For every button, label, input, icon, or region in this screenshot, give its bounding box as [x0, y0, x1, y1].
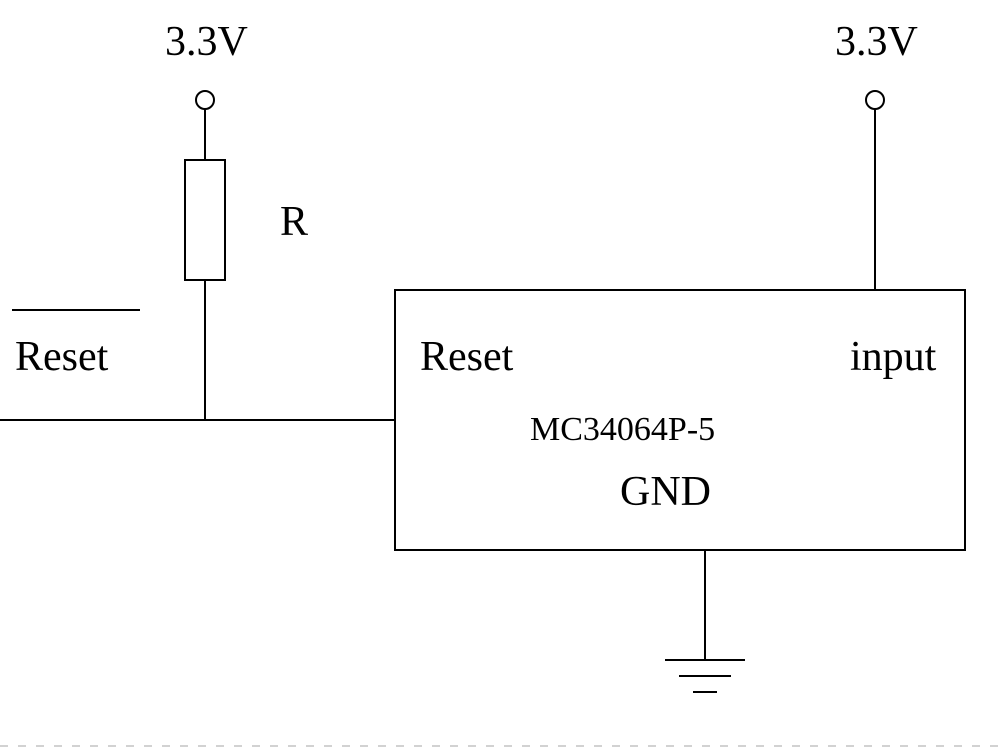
ic-pin-input-label: input: [850, 334, 937, 380]
ic-mc34064p-5: Reset input MC34064P-5 GND: [395, 290, 965, 550]
vcc-left-terminal: [196, 91, 214, 109]
resistor-r: R: [185, 160, 308, 280]
vcc-right-terminal: [866, 91, 884, 109]
ic-part-number: MC34064P-5: [530, 411, 715, 448]
ic-pin-reset-label: Reset: [420, 334, 514, 380]
resistor-r-label: R: [280, 199, 308, 245]
net-label-reset-bar: Reset: [12, 310, 140, 380]
net-label-reset-text: Reset: [15, 334, 109, 380]
vcc-left: 3.3V: [165, 19, 248, 109]
circuit-schematic: 3.3V 3.3V R Reset Reset input MC34064P-5…: [0, 0, 1000, 749]
ic-pin-gnd-label: GND: [620, 469, 711, 515]
vcc-right: 3.3V: [835, 19, 918, 109]
ground-symbol: [665, 660, 745, 692]
vcc-right-label: 3.3V: [835, 19, 918, 65]
vcc-left-label: 3.3V: [165, 19, 248, 65]
